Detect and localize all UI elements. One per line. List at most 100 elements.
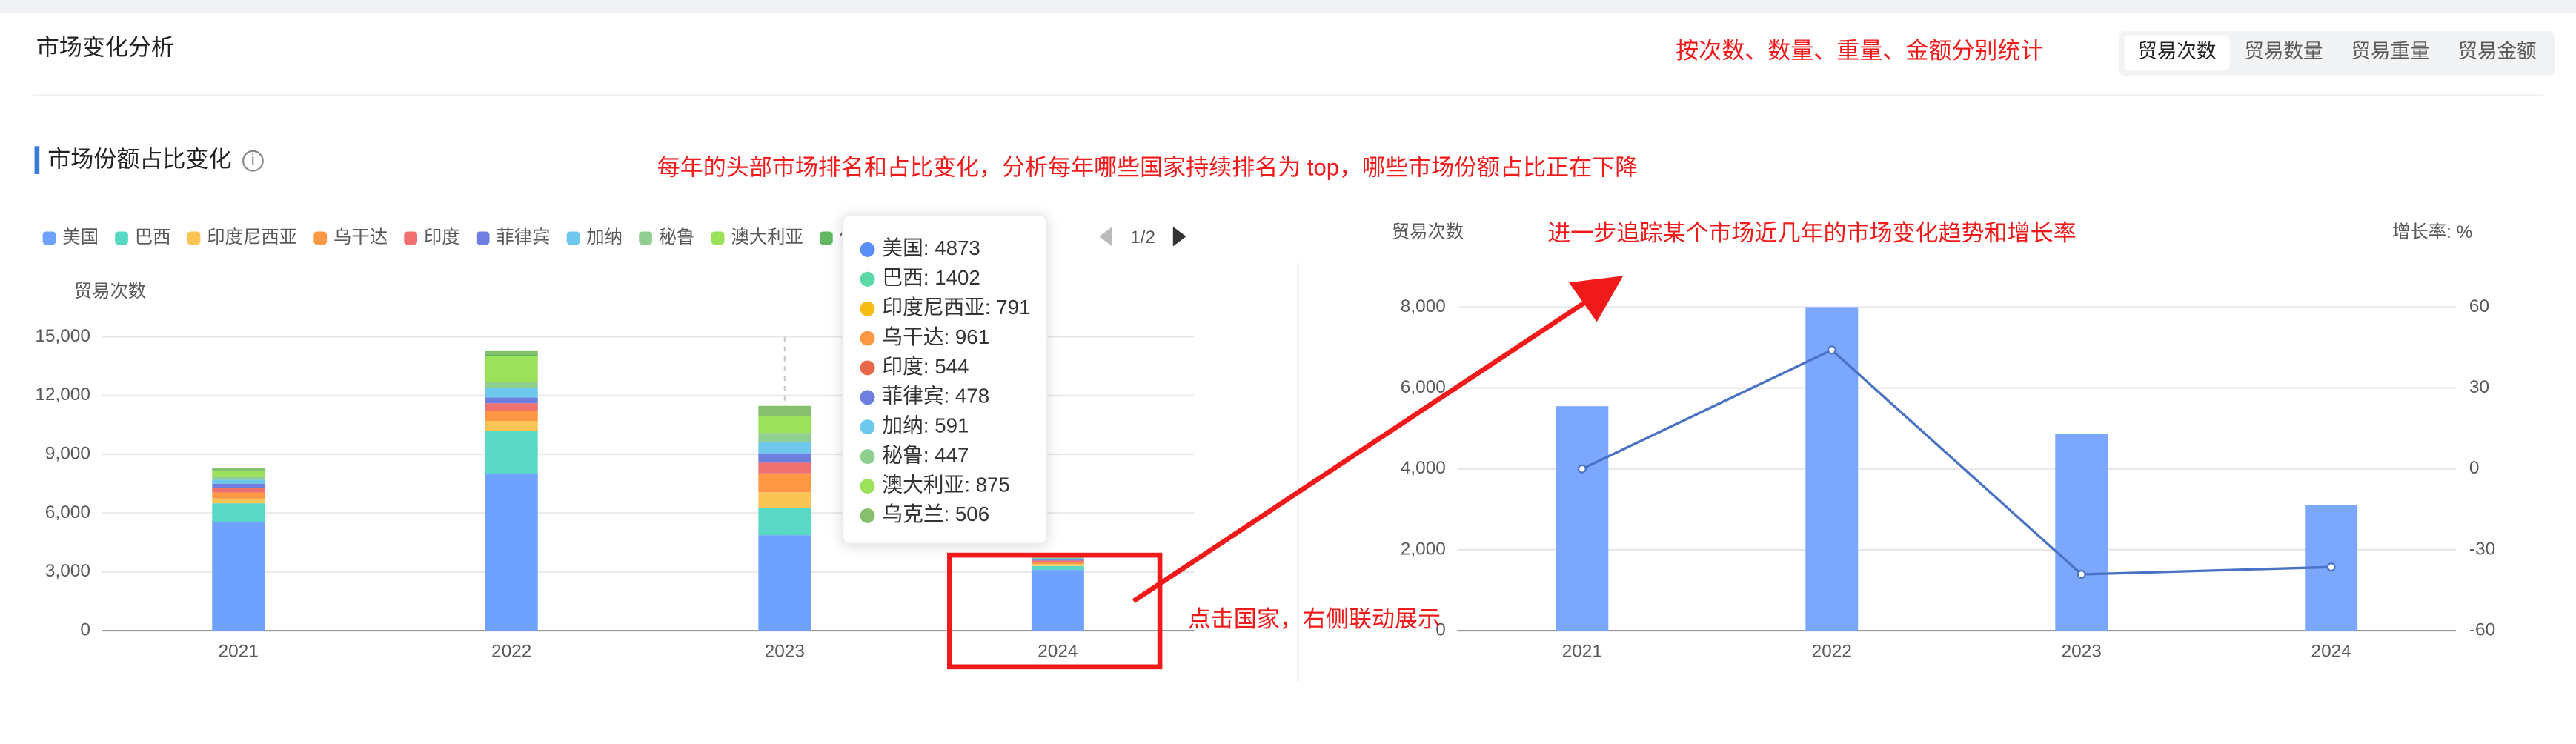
legend-label[interactable]: 印度 [424,227,460,248]
bar-segment [212,470,265,471]
bar-segment [758,416,811,434]
bar-segment [1031,565,1084,571]
tooltip-item: 巴西: 1402 [882,266,980,289]
tooltip-dot [860,360,875,376]
tooltip-item: 菲律宾: 478 [882,385,989,408]
bar-segment [758,453,811,463]
x-tick-label: 2021 [219,641,259,661]
bar-segment [212,498,265,504]
legend-swatch [820,231,833,245]
section-marker [34,146,40,174]
tab[interactable]: 贸易重量 [2351,40,2429,62]
tab[interactable]: 贸易次数 [2137,40,2216,62]
bar [1805,307,1859,631]
bar-segment [758,535,811,631]
x-tick-label: 2023 [765,641,805,661]
x-tick-label: 2023 [2062,641,2102,661]
bar-segment [1031,559,1084,561]
legend-label[interactable]: 菲律宾 [496,227,550,248]
tooltip-item: 乌克兰: 506 [882,502,989,525]
bar-segment [212,479,265,484]
x-tick-label: 2024 [2311,641,2351,661]
legend-label[interactable]: 美国 [62,227,99,248]
y-tick-label: 3,000 [45,561,90,581]
section-title: 市场份额占比变化 [47,146,231,172]
legend-next[interactable] [1172,226,1186,247]
legend-page: 1/2 [1130,227,1155,248]
legend-prev[interactable] [1099,226,1112,247]
legend-label[interactable]: 澳大利亚 [731,227,803,248]
annotation: 进一步追踪某个市场近几年的市场变化趋势和增长率 [1547,220,2076,246]
tooltip-dot [860,479,875,494]
bar-segment [485,350,538,355]
y-tick-label: 6,000 [45,502,90,522]
y-tick-label: 8,000 [1401,296,1446,316]
bar-segment [212,492,265,499]
legend-swatch [313,231,328,245]
tooltip: 美国: 4873 巴西: 1402 印度尼西亚: 791 乌干达: 961 印度: 54… [842,214,1048,545]
bar-segment [758,442,811,454]
y2-tick-label: 60 [2469,296,2489,316]
tooltip-item: 印度: 544 [882,355,969,378]
bar [1556,406,1609,631]
tooltip-item: 澳大利亚: 875 [882,473,1009,496]
bar-segment [485,411,538,422]
bar-segment [485,397,538,404]
tooltip-item: 乌干达: 961 [882,325,989,348]
y-tick-label: 4,000 [1401,458,1446,478]
y-tick-label: 2,000 [1401,539,1446,559]
bar-segment [485,421,538,431]
annotation: 点击国家，右侧联动展示 [1188,606,1441,632]
x-tick-label: 2022 [491,641,531,661]
bar-segment [758,433,811,442]
bar-segment [1031,564,1084,566]
legend-label[interactable]: 印度尼西亚 [207,227,297,248]
bar-segment [485,356,538,382]
bar-segment [212,476,265,480]
bar-segment [485,403,538,411]
legend-label[interactable]: 秘鲁 [659,227,695,248]
legend-swatch [566,231,580,245]
bar-segment [758,492,811,508]
tooltip-dot [860,331,875,346]
growth-line [1581,348,2331,576]
y-tick-label: 6,000 [1401,377,1446,397]
arrow-head [1569,276,1624,322]
y2-tick-label: -30 [2469,539,2495,559]
tab[interactable]: 贸易金额 [2457,40,2536,62]
bar-segment [758,473,811,493]
y2-tick-label: 0 [2469,458,2480,478]
y2-tick-label: -60 [2469,620,2495,640]
tooltip-dot [860,508,875,523]
tooltip-item: 美国: 4873 [882,236,980,259]
tooltip-dot [860,301,875,316]
y2-axis-label: 增长率: % [2392,222,2472,242]
legend-swatch [476,231,490,245]
tab-active-bg [2124,36,2230,71]
bar-segment [485,354,538,356]
tooltip-dot [860,242,875,257]
bar-segment [212,522,265,631]
arrow-shaft [1132,296,1592,603]
line-point [1827,345,1836,355]
legend-swatch [115,231,128,245]
bar-segment [758,508,811,536]
info-icon-i: i [251,152,254,168]
tooltip-dot [860,449,875,465]
tooltip-dot [860,390,875,405]
bar-segment [485,388,538,398]
bar-segment [485,431,538,474]
bar-segment [485,382,538,388]
line-point [2326,562,2336,572]
bar-segment [1031,570,1084,631]
bar-segment [212,488,265,493]
bar-segment [758,462,811,474]
tooltip-item: 印度尼西亚: 791 [882,296,1030,319]
legend-swatch [404,231,417,245]
info-icon[interactable] [242,150,264,172]
bar [2055,434,2108,631]
tab[interactable]: 贸易数量 [2244,40,2323,62]
legend-label[interactable]: 乌干达 [333,227,388,248]
legend-label[interactable]: 巴西 [135,227,171,248]
legend-label[interactable]: 加纳 [586,227,623,248]
